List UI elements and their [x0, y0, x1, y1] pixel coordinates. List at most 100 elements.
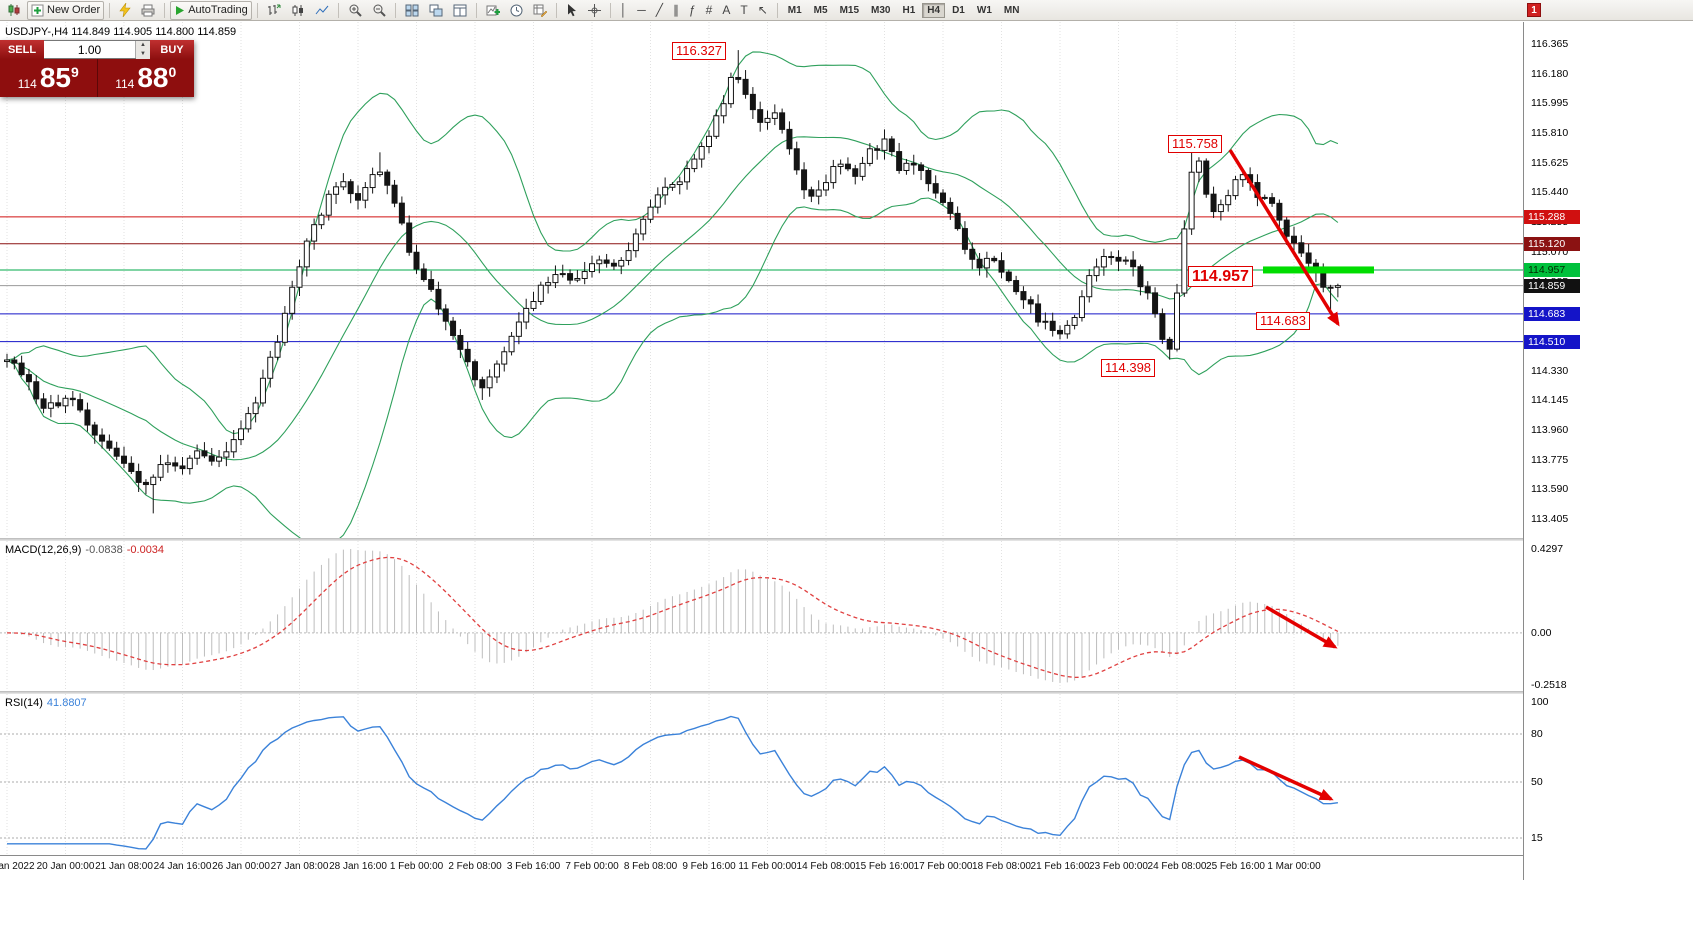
timeframe-button-h1[interactable]: H1	[902, 4, 916, 16]
indicator-scale-label: 100	[1531, 696, 1549, 708]
vertical-line-tool[interactable]: │	[616, 1, 632, 20]
price-scale-label: 116.180	[1531, 67, 1569, 80]
time-axis-label: 3 Feb 16:00	[506, 861, 561, 872]
price-scale-label: 115.440	[1531, 186, 1569, 199]
timeframe-button-d1[interactable]: D1	[952, 4, 965, 16]
rsi-line	[7, 715, 1338, 850]
price-annotation[interactable]: 114.683	[1256, 312, 1311, 330]
buy-button[interactable]: BUY	[150, 40, 194, 59]
line-chart-mode-icon[interactable]	[311, 1, 333, 20]
timeframe-button-m5[interactable]: M5	[813, 4, 828, 16]
price-scale-label: 113.590	[1531, 483, 1569, 496]
time-axis-label: 2 Feb 08:00	[448, 861, 502, 872]
time-axis-label: 25 Feb 16:00	[1206, 861, 1265, 872]
timeframe-button-m1[interactable]: M1	[787, 4, 802, 16]
trendline-tool[interactable]: ╱	[652, 1, 667, 20]
channel-tool[interactable]: ∥	[669, 1, 683, 20]
autotrading-button[interactable]: AutoTrading	[170, 0, 252, 20]
price-badge: 115.120	[1524, 236, 1580, 251]
rsi-value: 41.8807	[46, 697, 87, 709]
zoom-in-icon[interactable]	[344, 1, 366, 20]
grid-icon: #	[705, 2, 713, 17]
macd-signal-value: -0.0034	[126, 544, 165, 556]
sell-price-button[interactable]: 114 85 9	[0, 59, 97, 97]
grid-tool[interactable]: #	[702, 1, 717, 20]
time-axis-label: 24 Feb 08:00	[1147, 861, 1207, 872]
toolbar-separator	[475, 2, 477, 18]
buy-price-button[interactable]: 114 88 0	[97, 59, 194, 97]
volume-down-button[interactable]: ▼	[136, 50, 150, 59]
price-annotation[interactable]: 116.327	[672, 42, 727, 60]
rsi-label: RSI(14) 41.8807	[5, 697, 87, 709]
print-icon[interactable]	[137, 1, 159, 20]
bollinger-lower-band	[6, 197, 1339, 538]
cascade-windows-icon[interactable]	[425, 1, 447, 20]
window-number-badge: 1	[1527, 3, 1541, 17]
data-window-icon[interactable]	[449, 1, 471, 20]
trend-arrow[interactable]	[1228, 149, 1340, 327]
buy-price-prefix: 114	[115, 77, 135, 91]
price-annotation[interactable]: 114.957	[1188, 266, 1253, 287]
tile-windows-icon[interactable]	[401, 1, 423, 20]
main-price-chart[interactable]	[0, 22, 1523, 538]
timeframe-button-m15[interactable]: M15	[839, 4, 860, 16]
panel-separator[interactable]	[0, 691, 1693, 694]
time-axis-label: 21 Jan 08:00	[95, 861, 153, 872]
timeframe-button-mn[interactable]: MN	[1003, 4, 1020, 16]
volume-up-button[interactable]: ▲	[136, 41, 150, 50]
bollinger-middle-band	[6, 136, 1339, 461]
toolbar-separator	[555, 2, 557, 18]
new-order-button[interactable]: New Order	[27, 0, 105, 20]
indicator-scale-label: 15	[1531, 832, 1543, 844]
price-scale-label: 114.145	[1531, 394, 1569, 407]
expert-advisors-icon[interactable]	[115, 1, 135, 20]
zoom-out-icon[interactable]	[368, 1, 390, 20]
timeframe-button-m30[interactable]: M30	[871, 4, 891, 16]
rsi-indicator-panel[interactable]	[0, 694, 1523, 855]
macd-label: MACD(12,26,9) -0.0838 -0.0034	[5, 544, 164, 556]
price-annotation[interactable]: 115.758	[1168, 135, 1223, 153]
volume-stepper: ▲ ▼	[135, 41, 150, 59]
price-scale[interactable]: 116.365 116.180 115.995 115.810 115.625 115.4…	[1524, 22, 1693, 880]
volume-field[interactable]: 1.00 ▲ ▼	[44, 40, 150, 59]
timeframe-button-h4[interactable]: H4	[922, 2, 946, 18]
price-badge: 114.859	[1524, 278, 1580, 293]
price-scale-label: 113.960	[1531, 423, 1569, 436]
chart-properties-icon[interactable]	[529, 1, 551, 20]
time-axis-label: 20 Jan 00:00	[36, 861, 95, 872]
bar-chart-mode-icon[interactable]	[263, 1, 285, 20]
cursor-tool[interactable]	[562, 1, 582, 20]
support-highlight-bar[interactable]	[1263, 266, 1374, 274]
horizontal-line-tool[interactable]: ─	[633, 1, 650, 20]
timeframe-button-w1[interactable]: W1	[976, 4, 992, 16]
macd-indicator-panel[interactable]	[0, 541, 1523, 691]
time-axis-label: 11 Feb 00:00	[738, 861, 797, 872]
price-annotation[interactable]: 114.398	[1101, 359, 1156, 377]
volume-value[interactable]: 1.00	[77, 42, 102, 57]
indicator-scale-label: 50	[1531, 776, 1543, 788]
fibonacci-icon: ƒ	[688, 2, 696, 17]
fibonacci-tool[interactable]: ƒ	[685, 1, 700, 20]
panel-separator[interactable]	[0, 538, 1693, 541]
autotrading-label: AutoTrading	[188, 4, 248, 16]
time-axis-label: 28 Jan 16:00	[329, 861, 387, 872]
symbol-chart-icon[interactable]	[3, 1, 25, 20]
clock-icon[interactable]	[506, 1, 527, 20]
crosshair-tool[interactable]	[584, 1, 605, 20]
sell-button[interactable]: SELL	[0, 40, 44, 59]
buy-price-pip: 0	[168, 64, 177, 80]
trend-arrow[interactable]	[1265, 605, 1338, 649]
candlestick-mode-icon[interactable]	[287, 1, 309, 20]
text-tool[interactable]: A	[718, 1, 734, 20]
label-tool[interactable]: T	[736, 1, 751, 20]
time-axis-label: 7 Feb 00:00	[565, 861, 619, 872]
price-scale-label: 115.810	[1531, 127, 1569, 140]
time-axis-label: 9 Feb 16:00	[682, 861, 736, 872]
macd-histogram	[13, 549, 1339, 683]
trend-arrow[interactable]	[1238, 755, 1334, 801]
buy-price-big: 88	[137, 62, 169, 93]
indicator-scale-label: -0.2518	[1531, 679, 1567, 691]
arrows-tool[interactable]: ↖	[754, 1, 772, 20]
new-chart-icon[interactable]	[482, 1, 504, 20]
